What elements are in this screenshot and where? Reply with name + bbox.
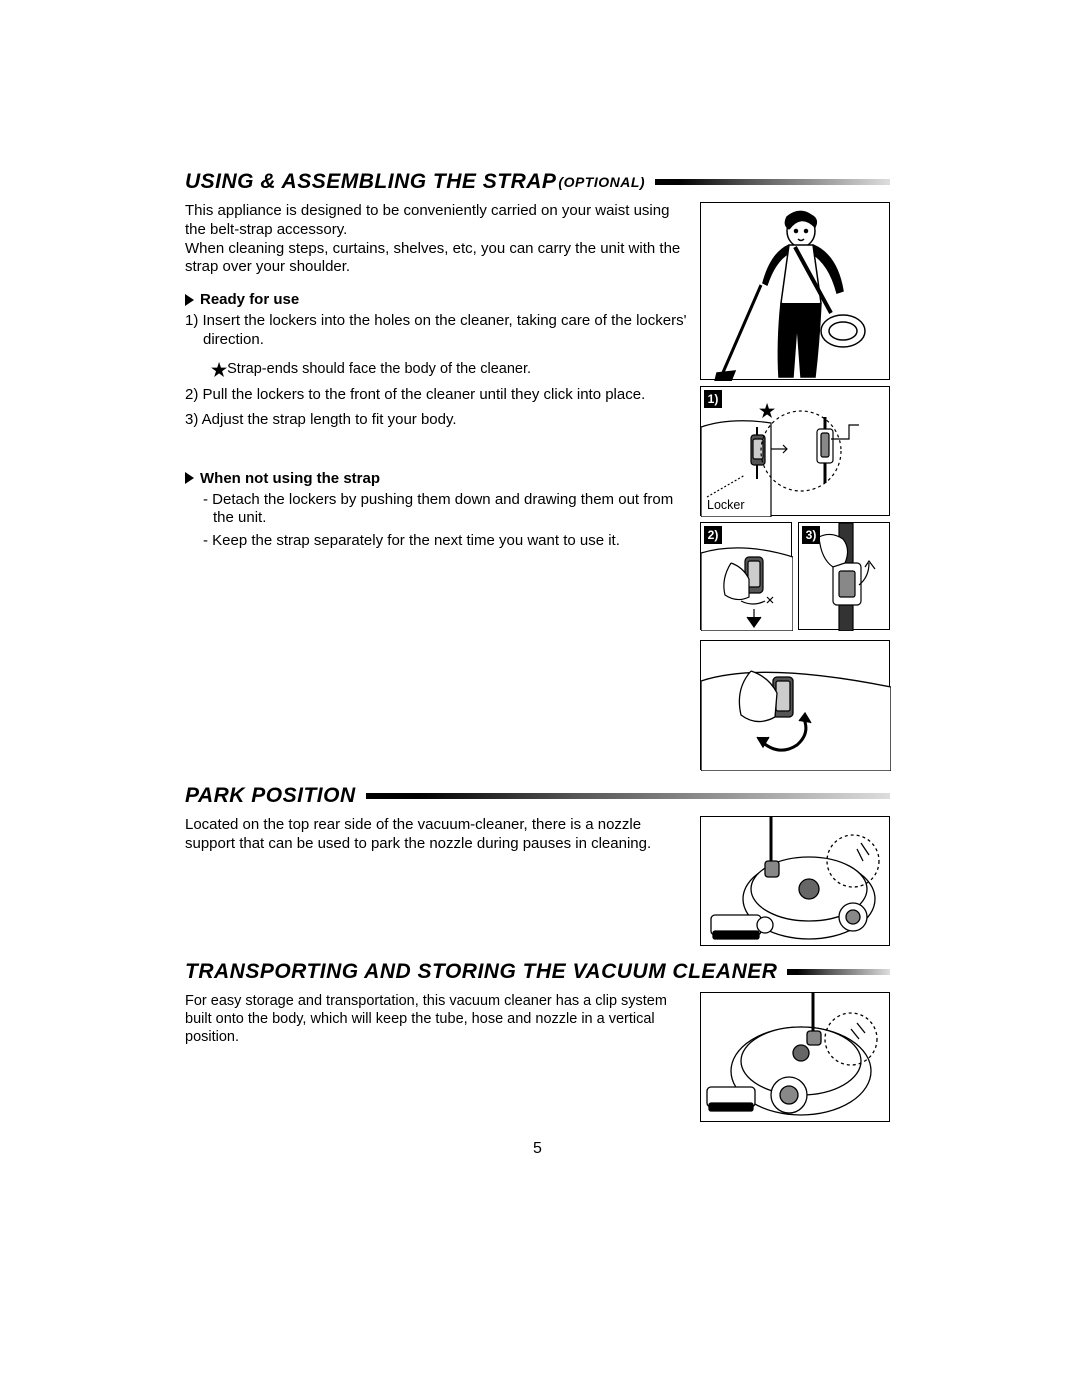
transport-fig-col xyxy=(700,992,890,1122)
strap-text-col: This appliance is designed to be conveni… xyxy=(185,202,688,555)
step-3: 3) Adjust the strap length to fit your b… xyxy=(185,411,688,430)
manual-page: USING & ASSEMBLING THE STRAP (OPTIONAL) … xyxy=(0,0,1080,1397)
star-mark: ★ xyxy=(759,401,775,422)
park-row: Located on the top rear side of the vacu… xyxy=(185,816,890,946)
notusing-2: - Keep the strap separately for the next… xyxy=(185,532,688,551)
figure-step1: 1) ★ xyxy=(700,386,890,516)
locker-label: Locker xyxy=(707,498,745,512)
step-1: 1) Insert the lockers into the holes on … xyxy=(185,312,688,350)
notusing-subhead: When not using the strap xyxy=(185,470,688,487)
park-title: PARK POSITION xyxy=(185,784,356,808)
ready-steps: 1) Insert the lockers into the holes on … xyxy=(185,312,688,350)
footnote: ★Strap-ends should face the body of the … xyxy=(185,356,688,379)
strap-intro: This appliance is designed to be conveni… xyxy=(185,202,688,277)
section-title-transport: TRANSPORTING AND STORING THE VACUUM CLEA… xyxy=(185,960,890,984)
step-badge-1: 1) xyxy=(704,390,722,408)
figure-detach xyxy=(700,640,890,770)
ready-label: Ready for use xyxy=(200,291,299,308)
figure-park xyxy=(700,816,890,946)
figure-step2: 2) xyxy=(700,522,792,630)
ready-subhead: Ready for use xyxy=(185,291,688,308)
section-title-strap: USING & ASSEMBLING THE STRAP (OPTIONAL) xyxy=(185,170,890,194)
step-2: 2) Pull the lockers to the front of the … xyxy=(185,386,688,405)
arrow-icon xyxy=(185,294,194,306)
park-fig-col xyxy=(700,816,890,946)
step-badge-3: 3) xyxy=(802,526,820,544)
title-rule xyxy=(787,969,890,975)
arrow-icon xyxy=(185,472,194,484)
title-rule xyxy=(655,179,890,185)
park-body: Located on the top rear side of the vacu… xyxy=(185,816,688,854)
strap-figures: 1) ★ xyxy=(700,202,890,770)
strap-row: This appliance is designed to be conveni… xyxy=(185,202,890,770)
figure-step3: 3) xyxy=(798,522,890,630)
notusing-list: - Detach the lockers by pushing them dow… xyxy=(185,491,688,551)
figure-transport xyxy=(700,992,890,1122)
section-title-park: PARK POSITION xyxy=(185,784,890,808)
title-main: USING & ASSEMBLING THE STRAP xyxy=(185,170,556,194)
step-badge-2: 2) xyxy=(704,526,722,544)
ready-steps-cont: 2) Pull the lockers to the front of the … xyxy=(185,386,688,430)
figure-person xyxy=(700,202,890,380)
title-sub: (OPTIONAL) xyxy=(558,174,645,190)
footnote-text: Strap-ends should face the body of the c… xyxy=(227,361,531,377)
steps-2-3-row: 2) 3 xyxy=(700,522,890,630)
notusing-1: - Detach the lockers by pushing them dow… xyxy=(185,491,688,529)
transport-row: For easy storage and transportation, thi… xyxy=(185,992,890,1122)
transport-title: TRANSPORTING AND STORING THE VACUUM CLEA… xyxy=(185,960,777,984)
page-number: 5 xyxy=(185,1140,890,1158)
star-icon: ★ xyxy=(211,360,227,380)
transport-body: For easy storage and transportation, thi… xyxy=(185,992,688,1046)
title-rule xyxy=(366,793,890,799)
notusing-label: When not using the strap xyxy=(200,470,380,487)
